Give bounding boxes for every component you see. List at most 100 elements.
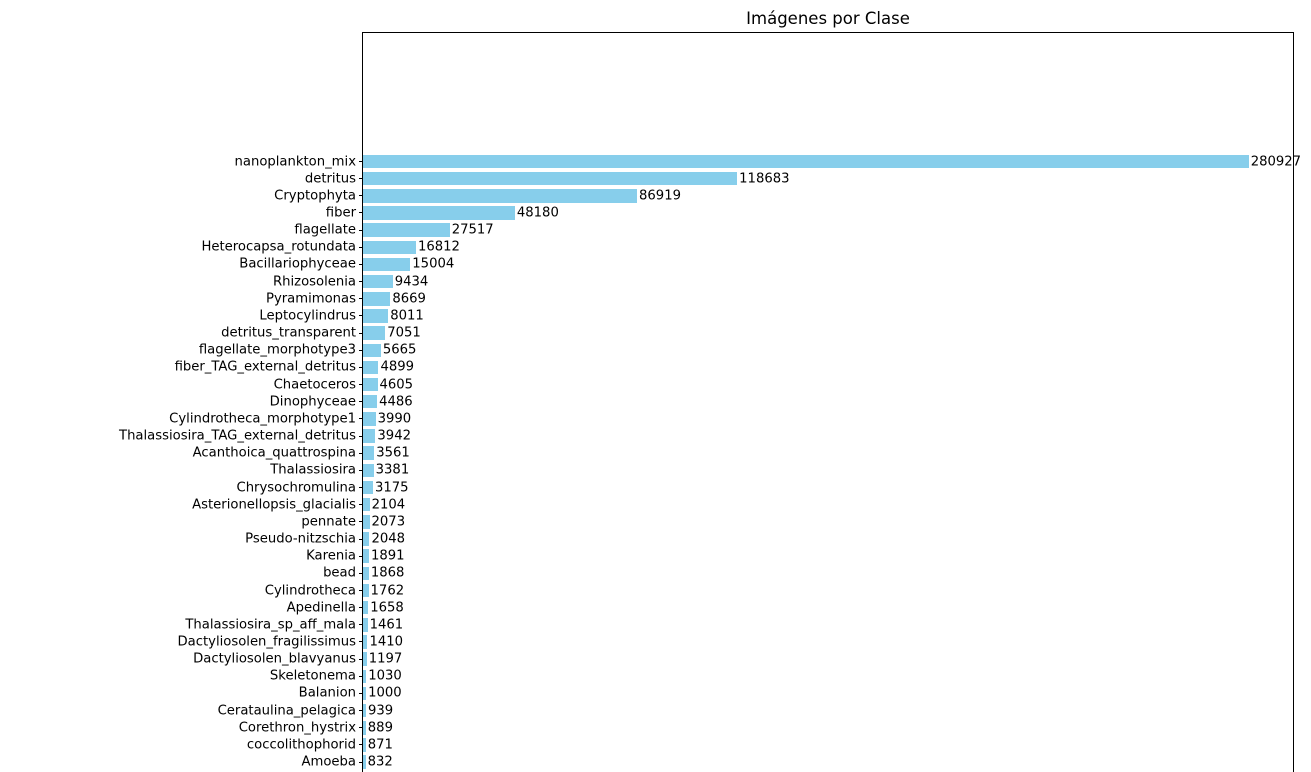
- bar-Acanthoica_quattrospina: [363, 446, 375, 460]
- value-label-Leptocylindrus: 8011: [390, 308, 424, 324]
- y-tick-label-pennate: pennate: [301, 514, 356, 530]
- y-tick-label-Chaetoceros: Chaetoceros: [273, 376, 356, 392]
- y-tick: [359, 418, 363, 420]
- bar-coccolithophorid: [363, 738, 366, 752]
- y-tick-label-coccolithophorid: coccolithophorid: [246, 737, 356, 753]
- value-label-flagellate: 27517: [451, 222, 494, 238]
- value-label-Thalassiosira: 3381: [375, 462, 410, 478]
- value-label-Dactyliosolen_fragilissimus: 1410: [369, 634, 403, 650]
- value-label-pennate: 2073: [371, 514, 406, 530]
- value-label-Skeletonema: 1030: [368, 668, 402, 684]
- value-label-flagellate_morphotype3: 5665: [382, 342, 417, 358]
- y-tick: [359, 710, 363, 712]
- y-tick-label-Dinophyceae: Dinophyceae: [269, 394, 356, 410]
- y-tick-label-Skeletonema: Skeletonema: [269, 668, 356, 684]
- y-tick: [359, 744, 363, 746]
- bar-Cylindrotheca: [363, 583, 369, 598]
- y-tick: [359, 298, 363, 300]
- y-tick-label-Leptocylindrus: Leptocylindrus: [259, 308, 356, 324]
- bar-bead: [363, 566, 369, 581]
- y-tick: [359, 332, 363, 334]
- y-tick: [359, 349, 363, 351]
- y-tick: [359, 487, 363, 489]
- y-tick: [359, 504, 363, 506]
- value-label-Dactyliosolen_blavyanus: 1197: [368, 651, 403, 667]
- value-label-detritus_transparent: 7051: [387, 325, 421, 341]
- y-tick-label-Thalassiosira_sp_aff_mala: Thalassiosira_sp_aff_mala: [185, 617, 356, 633]
- value-label-Chaetoceros: 4605: [379, 376, 414, 392]
- y-tick: [359, 761, 363, 763]
- y-tick: [359, 384, 363, 386]
- bar-Pyramimonas: [363, 292, 391, 306]
- value-label-Cylindrotheca: 1762: [370, 582, 405, 598]
- bar-flagellate: [363, 223, 450, 237]
- bar-Leptocylindrus: [363, 309, 389, 323]
- y-tick: [359, 435, 363, 437]
- value-label-nanoplankton_mix: 280927: [1250, 153, 1302, 169]
- y-tick-label-Cerataulina_pelagica: Cerataulina_pelagica: [217, 703, 356, 719]
- chart-title: Imágenes por Clase: [746, 9, 910, 28]
- bar-Thalassiosira_sp_aff_mala: [363, 618, 368, 632]
- y-tick-label-detritus_transparent: detritus_transparent: [221, 325, 356, 341]
- y-tick-label-Acanthoica_quattrospina: Acanthoica_quattrospina: [192, 445, 356, 461]
- y-tick-label-Pyramimonas: Pyramimonas: [266, 291, 356, 307]
- y-tick: [359, 675, 363, 677]
- value-label-fiber_TAG_external_detritus: 4899: [380, 359, 414, 375]
- y-tick-label-bead: bead: [323, 565, 356, 581]
- y-tick-label-Corethron_hystrix: Corethron_hystrix: [238, 720, 356, 736]
- value-label-Thalassiosira_TAG_external_detritus: 3942: [377, 428, 411, 444]
- bar-fiber_TAG_external_detritus: [363, 360, 379, 375]
- y-tick: [359, 229, 363, 231]
- y-tick-label-Chrysochromulina: Chrysochromulina: [236, 479, 356, 495]
- y-tick-label-Dactyliosolen_blavyanus: Dactyliosolen_blavyanus: [193, 651, 356, 667]
- value-label-coccolithophorid: 871: [367, 737, 393, 753]
- y-tick: [359, 212, 363, 214]
- bar-Cylindrotheca_morphotype1: [363, 412, 376, 426]
- y-tick-label-Cryptophyta: Cryptophyta: [274, 188, 356, 204]
- y-tick: [359, 572, 363, 574]
- value-label-Bacillariophyceae: 15004: [412, 256, 455, 272]
- y-tick: [359, 366, 363, 368]
- y-tick: [359, 178, 363, 180]
- y-tick: [359, 401, 363, 403]
- bar-nanoplankton_mix: [363, 154, 1249, 169]
- plot-area: 280927 118683 86919 48180 27517 16812 15004 943…: [363, 33, 1301, 772]
- bar-Karenia: [363, 549, 369, 563]
- value-label-Pyramimonas: 8669: [392, 291, 426, 307]
- y-tick: [359, 452, 363, 454]
- value-label-bead: 1868: [370, 565, 405, 581]
- y-tick-label-Heterocapsa_rotundata: Heterocapsa_rotundata: [201, 239, 356, 255]
- y-tick-label-Rhizosolenia: Rhizosolenia: [273, 274, 356, 290]
- y-tick: [359, 590, 363, 591]
- y-tick-label-Thalassiosira: Thalassiosira: [270, 462, 356, 478]
- value-label-Karenia: 1891: [370, 548, 405, 564]
- bar-Dactyliosolen_blavyanus: [363, 652, 367, 666]
- bar-Pseudo-nitzschia: [363, 532, 370, 546]
- bar-pennate: [363, 515, 370, 529]
- y-tick-label-Cylindrotheca_morphotype1: Cylindrotheca_morphotype1: [169, 411, 356, 427]
- bar-detritus_transparent: [363, 326, 386, 340]
- y-tick: [359, 727, 363, 729]
- y-tick: [359, 538, 363, 540]
- bar-Cryptophyta: [363, 189, 638, 203]
- value-label-Cylindrotheca_morphotype1: 3990: [377, 411, 412, 427]
- y-tick-label-Dactyliosolen_fragilissimus: Dactyliosolen_fragilissimus: [177, 634, 356, 650]
- value-label-Rhizosolenia: 9434: [394, 274, 429, 290]
- bar-fiber: [363, 206, 515, 220]
- value-label-Asterionellopsis_glacialis: 2104: [371, 497, 406, 513]
- y-tick: [359, 161, 363, 162]
- bar-Dinophyceae: [363, 394, 378, 409]
- y-tick-label-fiber: fiber: [325, 205, 356, 221]
- y-tick: [359, 555, 363, 557]
- y-tick: [359, 641, 363, 643]
- y-tick-label-nanoplankton_mix: nanoplankton_mix: [234, 153, 356, 169]
- bar-Chrysochromulina: [363, 480, 373, 495]
- y-tick: [359, 521, 363, 523]
- y-tick: [359, 692, 363, 694]
- value-label-Amoeba: 832: [367, 754, 393, 770]
- value-label-Corethron_hystrix: 889: [367, 720, 393, 736]
- bar-flagellate_morphotype3: [363, 343, 381, 357]
- y-tick-label-Asterionellopsis_glacialis: Asterionellopsis_glacialis: [192, 497, 356, 513]
- bar-Cerataulina_pelagica: [363, 703, 366, 718]
- y-tick-label-Thalassiosira_TAG_external_detritus: Thalassiosira_TAG_external_detritus: [119, 428, 356, 444]
